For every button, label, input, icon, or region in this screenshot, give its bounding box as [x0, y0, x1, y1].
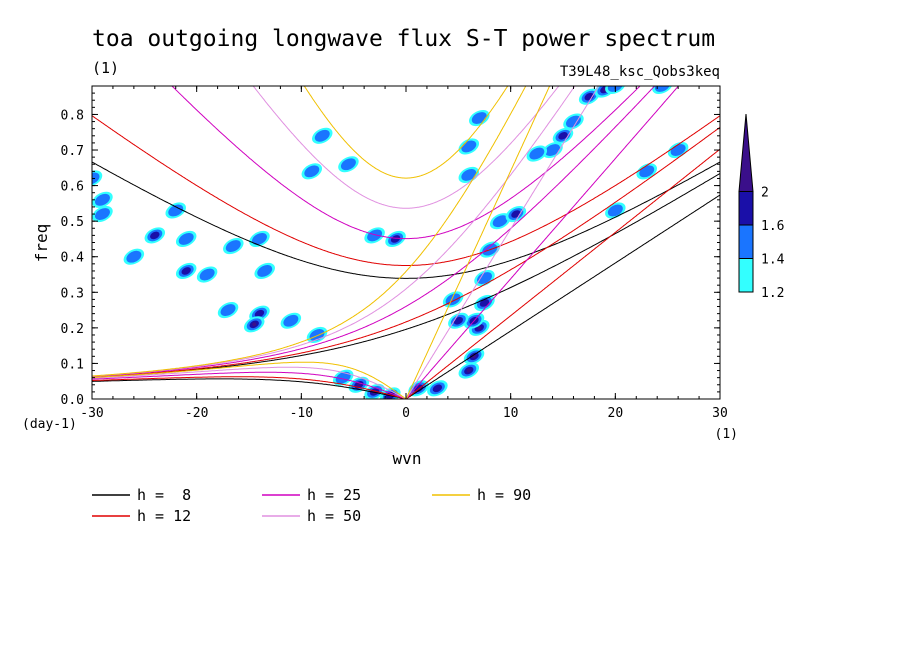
x-tick-label-4: 10: [503, 406, 519, 421]
rossby-curve-h8: [92, 378, 407, 399]
colorbar-label-1: 1.4: [761, 253, 785, 268]
power-blob-32-level-1: [178, 233, 194, 245]
power-blob-21-level-2: [558, 131, 568, 140]
y-tick-label-5: 0.5: [61, 215, 84, 230]
power-blob-4-level-2: [413, 384, 424, 393]
mrg-curve-h12: [92, 126, 720, 378]
rossby-curve-h90: [92, 361, 407, 399]
chart-subtitle-left: (1): [92, 59, 119, 77]
y-axis-label: freq: [32, 224, 51, 263]
power-blob-13-level-1: [492, 215, 508, 228]
legend-label-h25: h = 25: [307, 486, 361, 504]
ig-curve-h25: [171, 86, 641, 240]
power-blob-46-level-1: [314, 129, 330, 142]
power-blob-20-level-1: [545, 144, 561, 156]
kelvin-curve-h8: [405, 194, 720, 399]
y-tick-label-4: 0.4: [61, 251, 85, 266]
colorbar-segment-2: [738, 191, 754, 226]
colorbar-label-2: 1.6: [761, 219, 784, 234]
colorbar-label-0: 1.2: [761, 286, 784, 301]
power-blob-43-level-3: [252, 322, 257, 327]
power-blob-42-level-1: [283, 314, 299, 327]
mrg-curve-h90: [92, 86, 527, 377]
x-tick-label-3: 0: [402, 406, 410, 421]
power-blob-0-level-3: [356, 382, 361, 387]
power-blob-45-level-1: [304, 165, 320, 178]
rossby-curve-h50: [92, 366, 407, 399]
y-tick-label-1: 0.1: [61, 357, 84, 372]
colorbar-arrow: [738, 113, 754, 192]
power-blob-6-level-3: [466, 368, 471, 373]
legend-label-h8: h = 8: [137, 486, 191, 504]
power-blob-34-level-1: [199, 268, 215, 281]
y-unit-label: (day-1): [22, 417, 77, 432]
chart-subtitle-right: T39L48_ksc_Qobs3keq: [560, 64, 720, 80]
power-contours: [92, 86, 689, 399]
x-tick-label-2: -10: [290, 406, 313, 421]
colorbar: 1.2 1.4 1.6 2: [738, 113, 785, 301]
y-tick-label-3: 0.3: [61, 286, 84, 301]
axes: -30 -20 -10 0 10 20 30 0.0 0.1 0.2 0.3 0.4 0.5 0.6 0.7…: [61, 86, 728, 421]
kelvin-curve-h12: [405, 148, 720, 399]
colorbar-segment-0: [738, 258, 754, 293]
legend: h = 8 h = 12 h = 25 h = 50 h = 90: [92, 486, 531, 525]
x-axis-label: wvn: [393, 449, 422, 468]
power-blob-35-level-1: [126, 250, 142, 263]
legend-label-h90: h = 90: [477, 486, 531, 504]
rossby-curve-h12: [92, 376, 407, 399]
colorbar-label-3: 2: [761, 186, 769, 201]
kelvin-curve-h25: [405, 86, 680, 399]
y-tick-label-2: 0.2: [61, 322, 84, 337]
power-blob-52-level-1: [367, 229, 383, 242]
y-tick-label-0: 0.0: [61, 393, 84, 408]
power-blob-37-level-1: [94, 208, 110, 220]
power-blob-22-level-1: [565, 115, 581, 128]
power-blob-11-level-1: [477, 272, 492, 284]
power-blob-26-level-1: [529, 147, 545, 160]
legend-label-h50: h = 50: [307, 507, 361, 525]
colorbar-segment-1: [738, 224, 754, 259]
x-tick-label-1: -20: [185, 406, 208, 421]
mrg-curve-h25: [92, 86, 656, 378]
x-unit-label: (1): [715, 427, 738, 442]
y-tick-label-6: 0.6: [61, 180, 84, 195]
power-blob-49-level-1: [168, 204, 184, 217]
power-blob-15-level-2: [453, 316, 464, 325]
power-blob-39-level-1: [251, 233, 267, 245]
power-blob-41-level-2: [254, 309, 265, 318]
x-tick-label-6: 30: [712, 406, 728, 421]
ig-curve-h8: [92, 161, 720, 279]
dispersion-curves: [92, 86, 720, 399]
power-blob-38-level-1: [225, 240, 241, 252]
power-blob-36-level-1: [94, 193, 110, 206]
rossby-curve-h25: [92, 371, 407, 399]
ig-curve-h90: [303, 86, 509, 179]
power-blob-5-level-2: [432, 384, 443, 393]
ig-curve-h12: [92, 115, 720, 266]
power-blob-8-level-3: [477, 325, 482, 330]
kelvin-curve-h50: [405, 86, 600, 399]
chart-title: toa outgoing longwave flux S-T power spe…: [92, 26, 715, 52]
x-tick-label-0: -30: [80, 406, 103, 421]
mrg-curve-h50: [92, 86, 576, 377]
y-tick-label-8: 0.8: [61, 108, 84, 123]
kelvin-curve-h90: [405, 86, 551, 399]
power-blob-17-level-1: [461, 168, 477, 181]
power-blob-51-level-1: [257, 265, 273, 277]
y-tick-label-7: 0.7: [61, 144, 84, 159]
power-blob-31-level-2: [150, 231, 160, 240]
ig-curve-h50: [252, 86, 560, 209]
power-blob-10-level-2: [479, 299, 490, 307]
power-blob-3-level-1: [335, 371, 351, 384]
power-blob-40-level-1: [220, 304, 236, 317]
power-blob-47-level-1: [340, 158, 356, 171]
power-blob-27-level-1: [607, 204, 623, 217]
x-tick-label-5: 20: [608, 406, 624, 421]
power-blob-33-level-2: [181, 267, 191, 275]
power-blob-48-level-2: [390, 235, 401, 243]
legend-label-h12: h = 12: [137, 507, 191, 525]
